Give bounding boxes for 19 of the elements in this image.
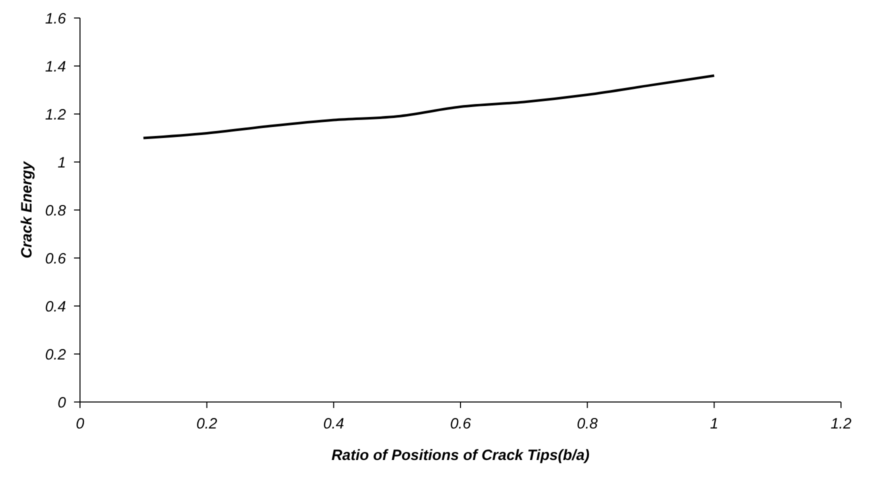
x-tick-label: 0.6 bbox=[450, 416, 472, 433]
x-tick-label: 0.4 bbox=[323, 416, 344, 433]
y-tick-label: 0.8 bbox=[45, 202, 67, 220]
x-tick-label: 1 bbox=[710, 416, 718, 433]
y-tick-label: 1.4 bbox=[45, 58, 66, 76]
x-axis-title: Ratio of Positions of Crack Tips(b/a) bbox=[331, 447, 590, 464]
x-tick-label: 1.2 bbox=[830, 416, 852, 433]
y-tick-label: 1.6 bbox=[45, 10, 67, 28]
y-tick-label: 0.6 bbox=[45, 250, 67, 268]
line-series bbox=[142, 74, 716, 140]
y-tick-label: 0.2 bbox=[45, 346, 67, 364]
x-tick-label: 0.8 bbox=[576, 416, 598, 433]
y-tick-label: 0.4 bbox=[45, 298, 66, 316]
y-axis-title: Crack Energy bbox=[18, 160, 36, 258]
y-tick-label: 1.2 bbox=[45, 106, 67, 124]
y-tick-label: 1 bbox=[58, 154, 66, 172]
y-tick-label: 0 bbox=[58, 394, 67, 412]
x-tick-label: 0.2 bbox=[196, 416, 218, 433]
x-tick-label: 0 bbox=[76, 416, 85, 433]
